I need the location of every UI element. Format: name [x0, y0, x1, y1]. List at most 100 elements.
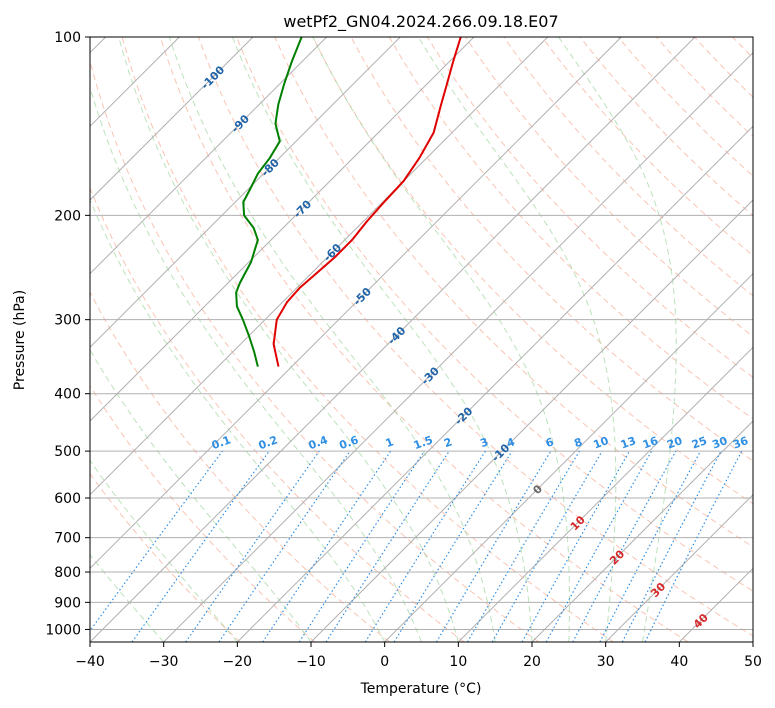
- dry-adiabat: [503, 37, 753, 297]
- mixing-ratio-label: 0.6: [338, 433, 361, 452]
- isotherm: [90, 37, 401, 349]
- dewpoint-line: [235, 37, 303, 367]
- mixing-ratio-label: 6: [544, 435, 556, 450]
- isotherm: [236, 125, 753, 642]
- dry-adiabat: [388, 37, 753, 420]
- dry-adiabat: [90, 59, 540, 642]
- profile-lines: [235, 37, 462, 367]
- chart-title: wetPf2_GN04.2024.266.09.18.E07: [283, 12, 558, 32]
- mixing-ratio-line: [218, 450, 351, 642]
- isotherm: [457, 346, 753, 642]
- y-tick-label: 300: [54, 313, 81, 329]
- isotherm: [384, 272, 753, 642]
- moist-adiabat: [168, 37, 496, 642]
- mixing-ratio-label: 0.2: [257, 433, 280, 452]
- x-tick-label: −30: [149, 654, 179, 670]
- isotherm-label: -70: [291, 197, 314, 220]
- isotherm: [678, 567, 753, 642]
- x-tick-label: 10: [449, 654, 467, 670]
- mixing-ratio-line: [185, 450, 320, 642]
- y-axis-label: Pressure (hPa): [12, 290, 28, 390]
- moist-adiabat: [90, 349, 312, 642]
- mixing-ratio-line: [599, 450, 702, 642]
- mixing-ratio-line: [521, 450, 631, 642]
- dry-adiabat: [771, 37, 775, 642]
- isotherm: [90, 37, 475, 422]
- dry-adiabat: [236, 37, 753, 592]
- x-tick-label: 30: [597, 654, 615, 670]
- isotherm: [752, 641, 753, 642]
- mixing-ratio-label: 8: [572, 435, 584, 450]
- isotherm-label: -50: [351, 285, 374, 308]
- mixing-ratio-line: [644, 450, 743, 642]
- isotherm: [605, 493, 753, 642]
- mixing-ratio-line: [298, 450, 425, 642]
- mixing-ratio-label: 30: [710, 434, 729, 452]
- y-tick-label: 800: [54, 565, 81, 581]
- moist-adiabat: [90, 459, 238, 642]
- isotherm: [531, 420, 753, 642]
- mixing-ratio-label: 2: [442, 435, 454, 450]
- mixing-ratio-label: 25: [690, 434, 709, 451]
- dry-adiabat: [732, 37, 753, 59]
- dry-adiabat: [426, 37, 753, 378]
- mixing-ratio-label: 3: [478, 435, 490, 450]
- dry-adiabat: [694, 37, 753, 98]
- mixing-ratio-line: [131, 450, 270, 642]
- y-tick-label: 500: [54, 444, 81, 460]
- plot-frame: [89, 36, 754, 643]
- y-tick-label: 1000: [45, 622, 81, 638]
- dry-adiabat: [541, 37, 753, 257]
- dry-adiabat: [121, 37, 614, 642]
- dry-adiabat: [465, 37, 753, 337]
- isotherm-label: -30: [419, 364, 442, 387]
- background-lines: [90, 37, 775, 642]
- x-tick-label: 50: [744, 654, 762, 670]
- dry-adiabat: [90, 291, 390, 642]
- moist-adiabat: [90, 554, 165, 642]
- mixing-ratio-label: 10: [592, 434, 611, 452]
- dry-adiabat: [312, 37, 753, 505]
- dry-adiabat: [159, 37, 689, 642]
- isotherm: [310, 199, 753, 642]
- dry-adiabat: [350, 37, 753, 462]
- mixing-ratio-label: 16: [641, 434, 660, 452]
- mixing-ratio-line: [393, 450, 513, 642]
- isotherm: [163, 51, 753, 642]
- moist-adiabat: [231, 37, 533, 642]
- x-tick-label: 20: [523, 654, 541, 670]
- mixing-ratio-label: 13: [619, 434, 638, 451]
- moist-adiabat: [558, 37, 677, 642]
- x-tick-label: 40: [670, 654, 688, 670]
- isotherm: [90, 37, 696, 642]
- mixing-ratio-line: [572, 450, 677, 642]
- temperature-line: [272, 37, 462, 367]
- mixing-ratio-line: [364, 450, 486, 642]
- dry-adiabat: [274, 37, 753, 548]
- mixing-ratio-line: [621, 450, 722, 642]
- y-tick-label: 900: [54, 595, 81, 611]
- mixing-ratio-line: [435, 450, 552, 642]
- mixing-ratio-line: [262, 450, 392, 642]
- moist-adiabat: [418, 37, 617, 642]
- mixing-ratio-line: [90, 450, 223, 632]
- isotherm-label: 0: [530, 482, 545, 497]
- moist-adiabat: [90, 85, 422, 642]
- axis-ticks: −40 −30 −20 −10 0 10 20 30 40 5010009008007006005…: [45, 30, 762, 670]
- y-tick-label: 400: [54, 387, 81, 403]
- isotherm-label: 20: [607, 547, 627, 567]
- moist-adiabat: [90, 198, 386, 642]
- x-tick-label: −20: [223, 654, 253, 670]
- isotherm: [90, 37, 328, 275]
- mixing-ratio-label: 0.1: [210, 433, 233, 452]
- x-tick-label: 0: [380, 654, 389, 670]
- y-tick-label: 200: [54, 208, 81, 224]
- dry-adiabat: [90, 384, 316, 642]
- y-tick-label: 100: [54, 30, 81, 46]
- mixing-ratio-label: 1: [384, 435, 396, 450]
- x-axis-label: Temperature (°C): [360, 681, 482, 697]
- dry-adiabat: [655, 37, 753, 138]
- isotherm: [90, 37, 254, 201]
- mixing-ratio-label: 1.5: [412, 433, 435, 452]
- isotherm-label: 10: [568, 513, 588, 533]
